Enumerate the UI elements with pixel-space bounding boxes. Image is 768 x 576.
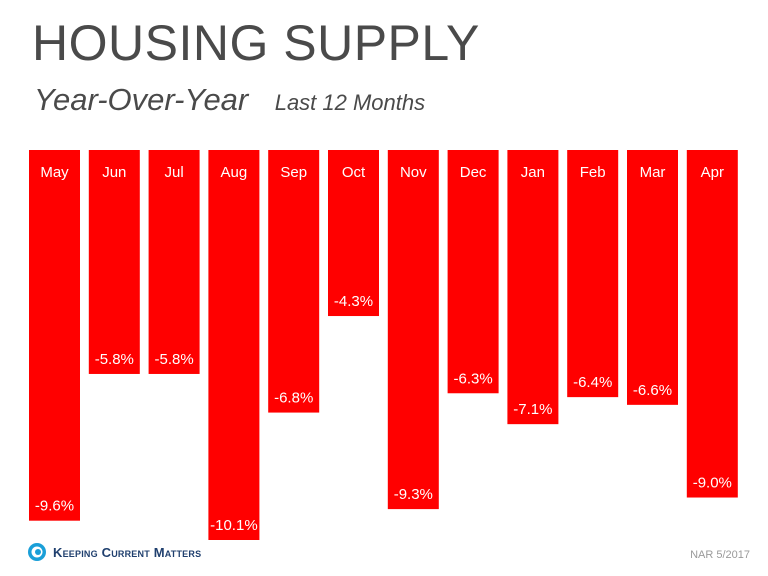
value-label-oct: -4.3% bbox=[334, 293, 373, 310]
category-label-jan: Jan bbox=[521, 164, 545, 181]
page-title: HOUSING SUPPLY bbox=[32, 15, 480, 71]
value-label-jun: -5.8% bbox=[95, 351, 134, 368]
bar-oct bbox=[328, 150, 379, 317]
value-label-apr: -9.0% bbox=[693, 475, 732, 492]
source-note: NAR 5/2017 bbox=[690, 549, 750, 561]
subtitle-row: Year-Over-Year Last 12 Months bbox=[34, 82, 425, 118]
category-label-nov: Nov bbox=[400, 164, 427, 181]
bar-jul bbox=[148, 150, 200, 374]
category-label-jun: Jun bbox=[102, 164, 126, 181]
value-label-feb: -6.4% bbox=[573, 374, 612, 391]
brand-logo: Keeping Current Matters bbox=[27, 542, 201, 562]
category-label-aug: Aug bbox=[221, 164, 248, 181]
bar-jun bbox=[88, 150, 140, 374]
value-label-aug: -10.1% bbox=[210, 517, 258, 534]
category-label-mar: Mar bbox=[640, 164, 666, 181]
period-label: Last 12 Months bbox=[274, 90, 426, 115]
value-label-nov: -9.3% bbox=[394, 486, 433, 503]
category-label-apr: Apr bbox=[701, 164, 724, 181]
category-label-sep: Sep bbox=[280, 164, 307, 181]
bar-dec bbox=[447, 150, 499, 394]
brand-name: Keeping Current Matters bbox=[53, 544, 202, 560]
value-label-jul: -5.8% bbox=[155, 351, 194, 368]
category-label-feb: Feb bbox=[580, 164, 606, 181]
bar-nov bbox=[387, 150, 439, 510]
bar-feb bbox=[567, 150, 619, 398]
subtitle: Year-Over-Year bbox=[34, 82, 249, 117]
bar-mar bbox=[627, 150, 678, 405]
swirl-logo-icon bbox=[28, 543, 46, 561]
value-label-jan: -7.1% bbox=[513, 401, 552, 418]
category-label-dec: Dec bbox=[460, 164, 487, 181]
value-label-mar: -6.6% bbox=[633, 382, 672, 399]
category-label-may: May bbox=[40, 164, 69, 181]
value-label-dec: -6.3% bbox=[454, 370, 493, 387]
category-label-oct: Oct bbox=[342, 164, 366, 181]
bar-apr bbox=[686, 150, 738, 498]
value-label-sep: -6.8% bbox=[274, 390, 313, 407]
category-label-jul: Jul bbox=[165, 164, 184, 181]
value-label-may: -9.6% bbox=[35, 498, 74, 515]
bar-may bbox=[29, 150, 80, 521]
bar-jan bbox=[507, 150, 559, 425]
bar-sep bbox=[268, 150, 320, 413]
bar-aug bbox=[208, 150, 260, 540]
